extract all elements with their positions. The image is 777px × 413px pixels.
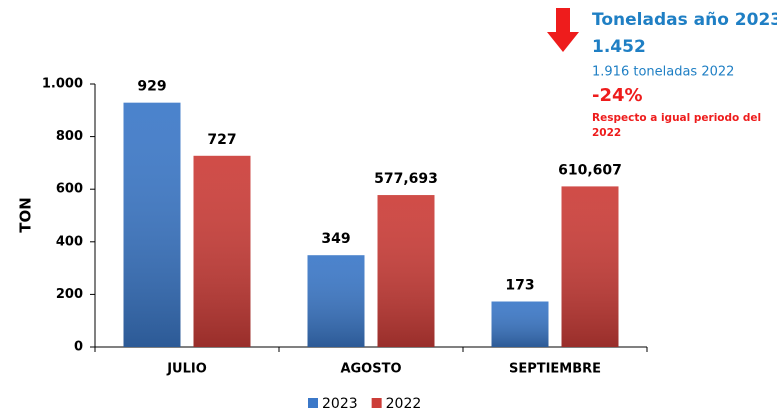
- legend-label: 2022: [386, 396, 422, 412]
- legend-swatch: [371, 398, 382, 408]
- data-label: 610,607: [558, 162, 622, 178]
- data-label: 577,693: [374, 171, 438, 187]
- y-tick-label: 800: [56, 129, 83, 144]
- annotation-note: 2022: [592, 127, 621, 139]
- y-tick-label: 400: [56, 234, 83, 249]
- bar-shade: [193, 155, 251, 347]
- data-label: 349: [321, 231, 350, 247]
- y-axis-label: TON: [17, 197, 35, 233]
- annotation-total: 1.452: [592, 37, 646, 57]
- annotation-note: Respecto a igual periodo del: [592, 112, 761, 124]
- bar-shade: [491, 301, 549, 347]
- x-tick-label: JULIO: [166, 362, 207, 377]
- legend-swatch: [308, 398, 318, 408]
- data-label: 173: [505, 278, 534, 294]
- y-tick-label: 600: [56, 182, 83, 197]
- data-label: 727: [207, 132, 236, 148]
- data-label: 929: [137, 79, 166, 95]
- y-tick-label: 0: [74, 340, 83, 355]
- bar-shade: [377, 195, 435, 347]
- bar-shade: [123, 102, 181, 347]
- annotation-change: -24%: [592, 85, 643, 106]
- x-tick-label: AGOSTO: [340, 362, 401, 377]
- down-arrow: [547, 8, 579, 52]
- x-tick-label: SEPTIEMBRE: [509, 362, 601, 377]
- y-tick-label: 200: [56, 287, 83, 302]
- y-tick-label: 1.000: [42, 77, 83, 92]
- annotation-title: Toneladas año 2023: [592, 10, 777, 30]
- legend-label: 2023: [322, 396, 358, 412]
- bar-shade: [307, 255, 365, 347]
- bar-shade: [561, 186, 619, 347]
- annotation-prev: 1.916 toneladas 2022: [592, 65, 734, 80]
